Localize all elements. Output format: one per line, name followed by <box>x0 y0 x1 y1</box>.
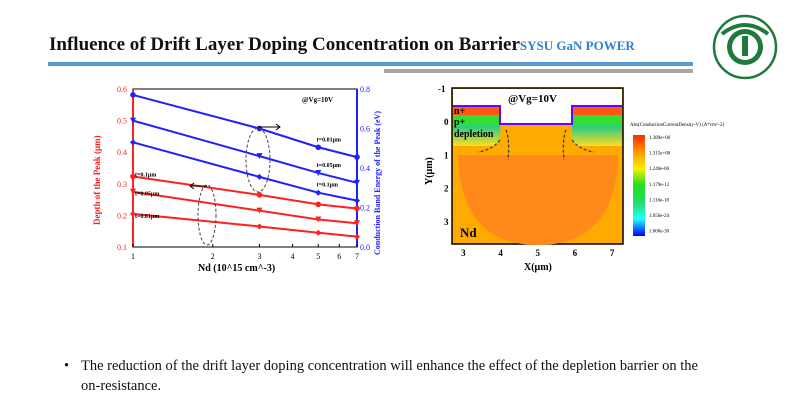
x-tick-label: 2 <box>211 252 215 261</box>
nd-label: Nd <box>460 225 477 240</box>
data-point <box>130 139 136 146</box>
x-tick-label: 3 <box>257 252 261 261</box>
x-tick-label: 4 <box>291 252 295 261</box>
university-logo <box>712 14 778 80</box>
sim-y-tick: 1 <box>444 150 449 160</box>
data-point <box>256 153 263 160</box>
series-line <box>132 93 358 159</box>
legend-value: 1.056e-24 <box>649 214 670 219</box>
title-text: Influence of Drift Layer Doping Concentr… <box>49 34 520 55</box>
data-point <box>130 188 136 195</box>
series-label: t=0.01μm <box>317 137 341 143</box>
legend-value: 1.179e-12 <box>649 183 670 188</box>
legend-value: 1.315e+00 <box>649 152 671 157</box>
data-point <box>130 92 136 98</box>
series-label: t=0.01μm <box>135 214 159 220</box>
x-tick-label: 5 <box>316 252 320 261</box>
slide-title: Influence of Drift Layer Doping Concentr… <box>49 34 635 56</box>
y2-tick-label: 0.6 <box>360 125 370 134</box>
data-point <box>354 205 360 212</box>
sim-x-tick: 3 <box>461 248 466 258</box>
y2-tick-label: 0.2 <box>360 204 370 213</box>
x-tick-label: 7 <box>355 252 359 261</box>
data-point <box>315 189 322 196</box>
y-tick-label: 0.6 <box>117 85 127 94</box>
y2-tick-label: 0.8 <box>360 85 370 94</box>
series-line <box>132 212 358 238</box>
simulation-plot: @Vg=10V n+ p+ depletion Nd 3 4 5 6 7 -1 0 1 2 3 X… <box>424 84 724 273</box>
series-label: t=0.05μm <box>135 192 159 198</box>
sim-y-label: Y(μm) <box>424 157 435 185</box>
legend-value: 1.000e-30 <box>649 230 670 235</box>
data-point <box>354 233 360 240</box>
data-point <box>315 144 322 151</box>
y-tick-label: 0.4 <box>117 148 127 157</box>
y2-axis-label: Conduction Band Energy of the Peak (eV) <box>373 111 382 255</box>
series-line <box>132 190 358 225</box>
title-underline <box>48 62 693 66</box>
n-plus-label: n+ <box>454 106 466 117</box>
data-point <box>256 192 263 198</box>
data-point <box>130 210 136 217</box>
data-point <box>315 169 322 176</box>
y-tick-label: 0.5 <box>117 117 127 126</box>
sim-y-tick: 2 <box>444 184 449 194</box>
doping-chart: Nd (10^15 cm^-3) 1 2 3 4 5 6 7 0.1 0.2 0.3 0.4 0.5 0… <box>92 85 382 274</box>
x-tick-label: 1 <box>131 252 135 261</box>
arrow-left-icon <box>189 182 207 190</box>
y2-tick-label: 0.0 <box>360 243 370 252</box>
legend-value: 1.389e+06 <box>649 136 671 141</box>
depletion-label: depletion <box>454 129 494 140</box>
color-scale <box>633 135 645 236</box>
title-underline-gray <box>384 69 693 73</box>
sim-y-tick: -1 <box>438 84 446 94</box>
y2-tick-label: 0.4 <box>360 164 370 173</box>
legend-value: 1.246e-06 <box>649 167 670 172</box>
data-point <box>354 220 360 227</box>
x-axis-label: Nd (10^15 cm^-3) <box>198 263 275 274</box>
data-point <box>256 207 263 214</box>
y-tick-label: 0.1 <box>117 243 127 252</box>
y-tick-label: 0.2 <box>117 211 127 220</box>
right-group-ellipse <box>245 127 271 193</box>
series-line <box>132 119 358 184</box>
bullet-item: • The reduction of the drift layer doping… <box>64 356 704 396</box>
sim-x-tick: 6 <box>573 248 578 258</box>
series-line <box>132 175 358 210</box>
series-label: t=0.05μm <box>317 163 341 169</box>
data-point <box>130 117 136 124</box>
sim-y-tick: 0 <box>444 117 449 127</box>
legend-title: Abs(ConductionCurrentDensity-V) (A*cm^-2… <box>630 123 724 128</box>
series-label: t=0.1μm <box>317 183 338 189</box>
bullet-text: The reduction of the drift layer doping … <box>81 358 698 394</box>
data-point <box>354 179 360 186</box>
sim-x-label: X(μm) <box>524 262 552 273</box>
data-point <box>130 173 136 180</box>
y-tick-label: 0.3 <box>117 180 127 189</box>
sim-x-tick: 7 <box>610 248 615 258</box>
legend-value: 1.116e-18 <box>649 198 669 203</box>
data-point <box>315 229 322 236</box>
series-line <box>132 141 358 202</box>
sim-x-tick: 5 <box>536 248 541 258</box>
data-point <box>256 173 263 180</box>
data-point <box>315 201 322 208</box>
p-plus-label: p+ <box>454 117 466 128</box>
data-point <box>315 216 322 223</box>
sim-annotation: @Vg=10V <box>508 93 557 105</box>
y-axis-label: Depth of the Peak (μm) <box>92 135 102 225</box>
data-point <box>354 154 360 160</box>
data-point <box>354 197 360 204</box>
data-point <box>256 223 263 230</box>
left-group-ellipse <box>197 184 217 246</box>
brand-label: SYSU GaN POWER <box>519 38 635 53</box>
series-label: t=0.1μm <box>135 173 156 179</box>
chart-annotation: @Vg=10V <box>302 96 333 104</box>
x-tick-label: 6 <box>337 252 341 261</box>
sim-y-tick: 3 <box>444 217 449 227</box>
sim-x-tick: 4 <box>498 248 503 258</box>
arrow-right-icon <box>258 123 281 131</box>
